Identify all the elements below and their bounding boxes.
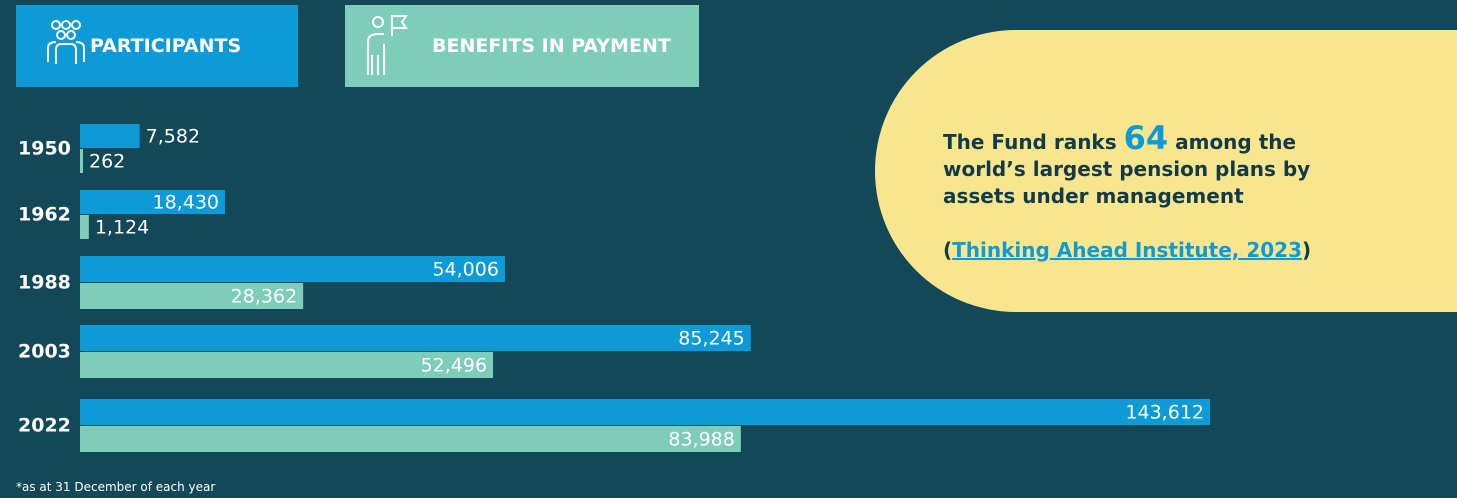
bar: [80, 215, 89, 239]
bar: [80, 124, 140, 148]
callout-box: [875, 30, 1457, 312]
data-label: 83,988: [668, 429, 734, 451]
callout-text: The Fund ranks 64 among the world’s larg…: [943, 122, 1363, 264]
data-label: 28,362: [231, 286, 297, 308]
bar: [80, 325, 751, 351]
legend-box: [16, 5, 298, 87]
bar: [80, 256, 505, 282]
y-tick-label: 2003: [18, 341, 71, 363]
data-label: 52,496: [421, 355, 487, 377]
source-bracket: ): [1302, 238, 1312, 262]
callout-highlight: 64: [1123, 119, 1169, 157]
y-tick-label: 2022: [18, 415, 71, 437]
bar: [80, 352, 494, 378]
y-tick-label: 1962: [18, 204, 71, 226]
data-label: 262: [89, 151, 125, 173]
data-label: 7,582: [146, 126, 200, 148]
source-bracket: (: [943, 238, 953, 262]
data-label: 1,124: [95, 217, 149, 239]
footnote: *as at 31 December of each year: [16, 480, 216, 494]
bar: [80, 399, 1210, 425]
bar: [80, 190, 226, 214]
source-link[interactable]: Thinking Ahead Institute, 2023: [952, 238, 1302, 262]
data-label: 143,612: [1125, 402, 1204, 424]
y-tick-label: 1988: [18, 272, 71, 294]
participants-icon: [47, 20, 85, 64]
data-label: 54,006: [432, 259, 498, 281]
benefits-icon: [367, 15, 408, 75]
legend-entry[interactable]: PARTICIPANTS: [90, 35, 242, 57]
bar: [80, 426, 741, 452]
legend-entry[interactable]: BENEFITS IN PAYMENT: [432, 35, 671, 57]
y-tick-label: 1950: [18, 138, 71, 160]
data-label: 85,245: [678, 328, 744, 350]
bar: [80, 283, 304, 309]
callout-text: The Fund ranks: [943, 130, 1124, 154]
callout-text: among the world’s largest pension plans …: [943, 130, 1311, 208]
data-label: 18,430: [153, 192, 219, 214]
bar: [80, 149, 83, 173]
